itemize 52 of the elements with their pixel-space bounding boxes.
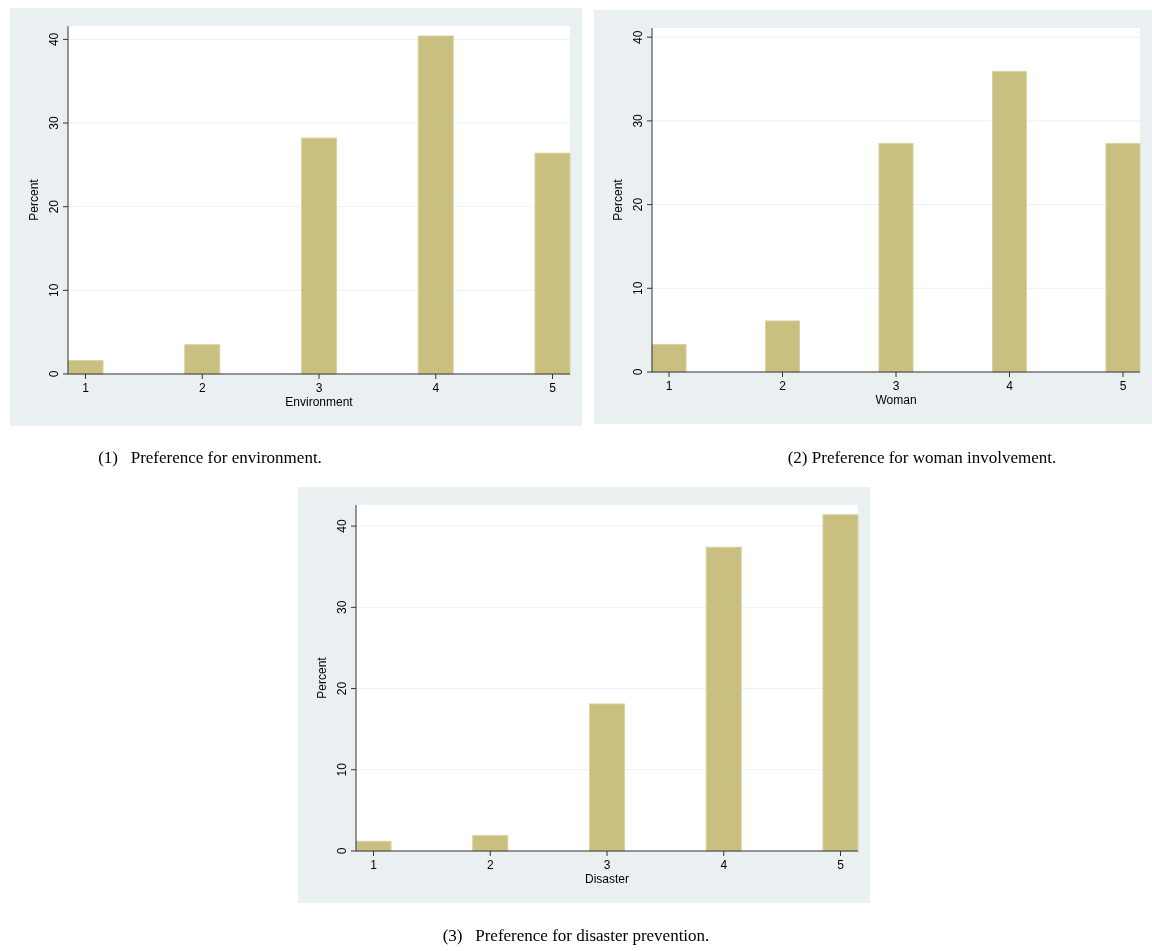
y-tick-label: 20 xyxy=(47,199,61,214)
x-tick-label: 3 xyxy=(315,381,323,395)
x-tick-label: 4 xyxy=(720,858,728,872)
y-tick-label: 30 xyxy=(631,113,645,128)
y-axis-title: Percent xyxy=(27,178,41,221)
y-tick-label: 30 xyxy=(47,116,61,130)
bar xyxy=(472,835,509,852)
x-tick-label: 2 xyxy=(198,381,206,395)
x-tick-label: 1 xyxy=(665,379,673,393)
x-tick-label: 4 xyxy=(432,381,440,395)
bar xyxy=(300,137,338,375)
bar xyxy=(991,71,1028,373)
y-axis-title: Percent xyxy=(611,178,625,221)
x-tick-label: 3 xyxy=(603,858,611,872)
x-axis-title: Environment xyxy=(285,395,354,409)
y-axis-title: Percent xyxy=(315,656,329,699)
text: (1) Preference for environment. xyxy=(98,448,322,467)
x-axis-title: Disaster xyxy=(584,872,630,886)
bar xyxy=(417,35,454,375)
text: (3) Preference for disaster prevention. xyxy=(442,926,710,945)
x-tick-label: 4 xyxy=(1006,379,1014,393)
x-tick-label: 2 xyxy=(486,858,494,872)
y-tick-label: 40 xyxy=(631,30,645,44)
bar xyxy=(822,514,859,852)
x-tick-label: 2 xyxy=(779,379,787,393)
y-tick-label: 40 xyxy=(47,32,61,47)
x-tick-label: 3 xyxy=(892,379,900,393)
x-axis-title: Woman xyxy=(875,393,917,407)
y-tick-label: 10 xyxy=(47,283,61,298)
bar xyxy=(184,344,221,375)
bar xyxy=(1105,143,1141,373)
y-tick-label: 10 xyxy=(335,762,349,777)
y-tick-label: 0 xyxy=(47,370,61,378)
y-tick-label: 10 xyxy=(631,281,645,295)
bar xyxy=(588,703,626,852)
y-tick-label: 20 xyxy=(335,681,349,696)
x-tick-label: 5 xyxy=(837,858,845,872)
y-tick-label: 30 xyxy=(335,600,349,615)
x-tick-label: 5 xyxy=(549,381,557,395)
bar xyxy=(705,546,742,852)
bar xyxy=(764,320,801,373)
x-tick-label: 1 xyxy=(82,381,90,395)
y-tick-label: 40 xyxy=(335,519,349,533)
y-tick-label: 20 xyxy=(631,197,645,212)
y-tick-label: 0 xyxy=(631,368,645,376)
bar xyxy=(651,343,687,373)
text: (2) Preference for woman involvement. xyxy=(787,448,1057,467)
x-tick-label: 5 xyxy=(1119,379,1127,393)
bar xyxy=(878,143,914,373)
x-tick-label: 1 xyxy=(370,858,378,872)
bar xyxy=(534,152,571,375)
y-tick-label: 0 xyxy=(335,847,349,855)
